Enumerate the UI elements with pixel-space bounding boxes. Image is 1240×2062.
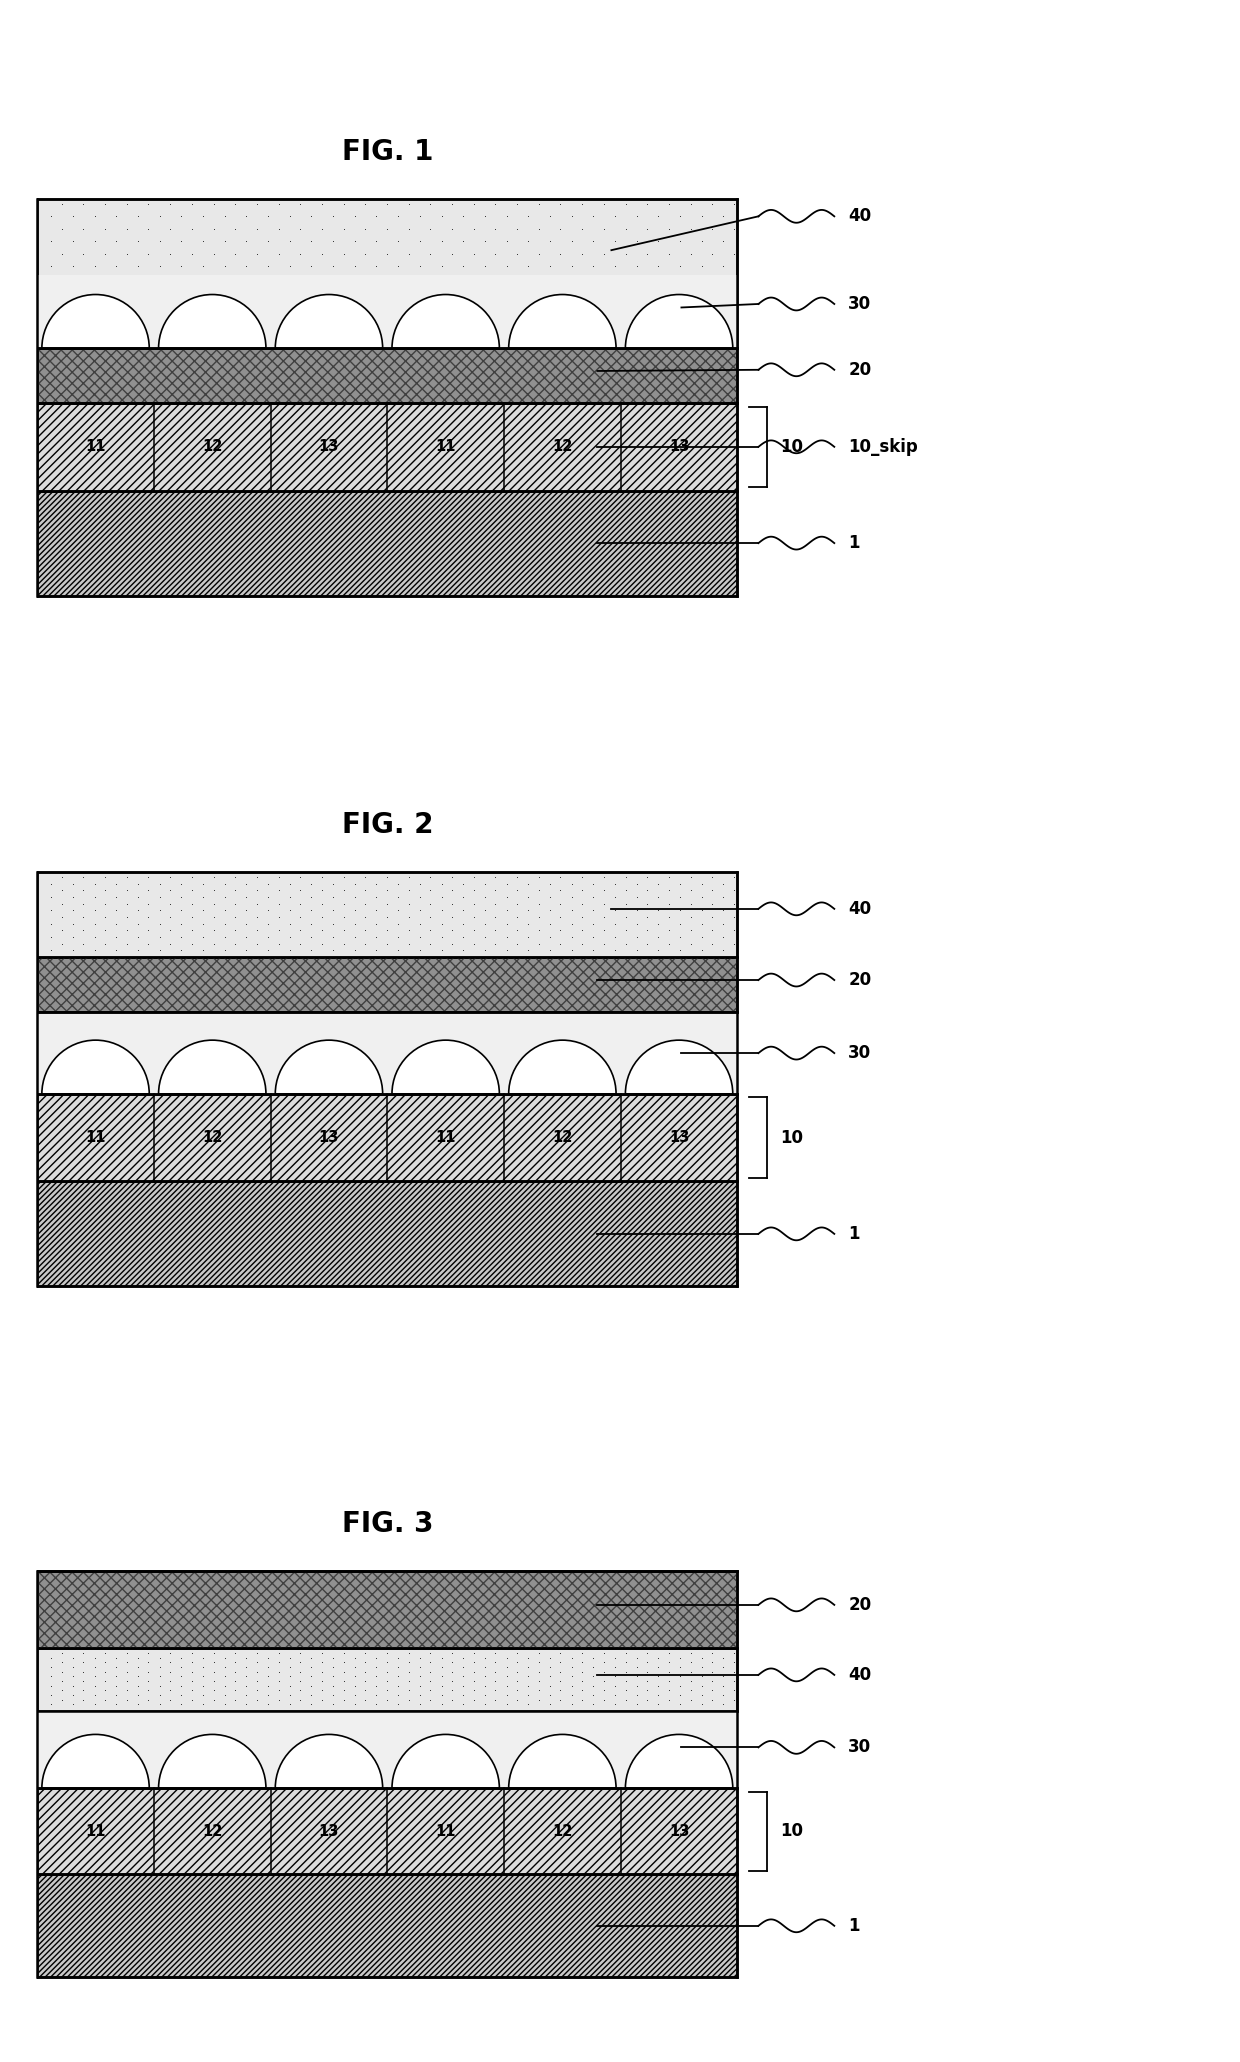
Text: 11: 11 bbox=[435, 439, 456, 454]
Bar bbox=[37, 1571, 738, 1648]
Bar bbox=[37, 1093, 738, 1182]
Bar bbox=[37, 402, 738, 491]
Text: 12: 12 bbox=[552, 1823, 573, 1839]
Bar bbox=[37, 1874, 738, 1977]
Wedge shape bbox=[625, 1734, 733, 1788]
Bar bbox=[37, 1182, 738, 1287]
Text: 1: 1 bbox=[848, 1225, 859, 1243]
Text: 1: 1 bbox=[848, 1918, 859, 1934]
Text: 20: 20 bbox=[848, 971, 872, 990]
Text: 10: 10 bbox=[781, 1823, 804, 1839]
Wedge shape bbox=[392, 295, 500, 348]
Bar bbox=[37, 1788, 738, 1874]
Wedge shape bbox=[159, 1734, 265, 1788]
Wedge shape bbox=[159, 295, 265, 348]
Text: 30: 30 bbox=[848, 1043, 872, 1062]
Text: 11: 11 bbox=[435, 1130, 456, 1144]
Wedge shape bbox=[392, 1039, 500, 1093]
Bar bbox=[37, 1012, 738, 1093]
Wedge shape bbox=[392, 1734, 500, 1788]
Text: 11: 11 bbox=[86, 439, 105, 454]
Bar bbox=[37, 1874, 738, 1977]
Wedge shape bbox=[508, 295, 616, 348]
Bar bbox=[37, 1648, 738, 1711]
Wedge shape bbox=[42, 1734, 149, 1788]
Text: FIG. 2: FIG. 2 bbox=[341, 812, 433, 839]
Wedge shape bbox=[625, 295, 733, 348]
Wedge shape bbox=[508, 1039, 616, 1093]
Bar bbox=[37, 491, 738, 596]
Wedge shape bbox=[42, 1039, 149, 1093]
Text: 40: 40 bbox=[848, 1666, 872, 1685]
Text: 12: 12 bbox=[202, 1823, 222, 1839]
Text: 30: 30 bbox=[848, 1738, 872, 1757]
Text: 11: 11 bbox=[86, 1130, 105, 1144]
Text: 12: 12 bbox=[202, 439, 222, 454]
Bar bbox=[37, 402, 738, 491]
Text: 12: 12 bbox=[552, 1130, 573, 1144]
Bar bbox=[37, 1788, 738, 1874]
Bar bbox=[37, 1093, 738, 1182]
Text: 40: 40 bbox=[848, 208, 872, 225]
Bar bbox=[37, 198, 738, 348]
Wedge shape bbox=[275, 295, 383, 348]
Wedge shape bbox=[508, 1734, 616, 1788]
Text: 40: 40 bbox=[848, 899, 872, 918]
Wedge shape bbox=[625, 1039, 733, 1093]
Text: FIG. 3: FIG. 3 bbox=[341, 1509, 433, 1538]
Text: 10: 10 bbox=[781, 1128, 804, 1146]
Bar bbox=[37, 348, 738, 402]
Text: 20: 20 bbox=[848, 1596, 872, 1615]
Bar bbox=[37, 491, 738, 596]
Bar bbox=[37, 957, 738, 1012]
Text: 13: 13 bbox=[319, 439, 340, 454]
Wedge shape bbox=[275, 1039, 383, 1093]
Text: 12: 12 bbox=[202, 1130, 222, 1144]
Text: 13: 13 bbox=[319, 1823, 340, 1839]
Text: FIG. 1: FIG. 1 bbox=[342, 138, 433, 167]
Bar bbox=[37, 957, 738, 1012]
Text: 13: 13 bbox=[668, 1130, 689, 1144]
Text: 10: 10 bbox=[781, 437, 804, 456]
Bar bbox=[37, 1711, 738, 1788]
Bar bbox=[37, 1571, 738, 1648]
Bar bbox=[37, 348, 738, 402]
Text: 30: 30 bbox=[848, 295, 872, 313]
Wedge shape bbox=[42, 295, 149, 348]
Text: 10_skip: 10_skip bbox=[848, 437, 918, 456]
Text: 1: 1 bbox=[848, 534, 859, 553]
Text: 20: 20 bbox=[848, 361, 872, 379]
Text: 12: 12 bbox=[552, 439, 573, 454]
Wedge shape bbox=[159, 1039, 265, 1093]
Bar bbox=[37, 1182, 738, 1287]
Bar bbox=[37, 274, 738, 348]
Bar bbox=[37, 872, 738, 957]
Wedge shape bbox=[275, 1734, 383, 1788]
Text: 13: 13 bbox=[668, 1823, 689, 1839]
Text: 11: 11 bbox=[86, 1823, 105, 1839]
Text: 11: 11 bbox=[435, 1823, 456, 1839]
Text: 13: 13 bbox=[668, 439, 689, 454]
Text: 13: 13 bbox=[319, 1130, 340, 1144]
